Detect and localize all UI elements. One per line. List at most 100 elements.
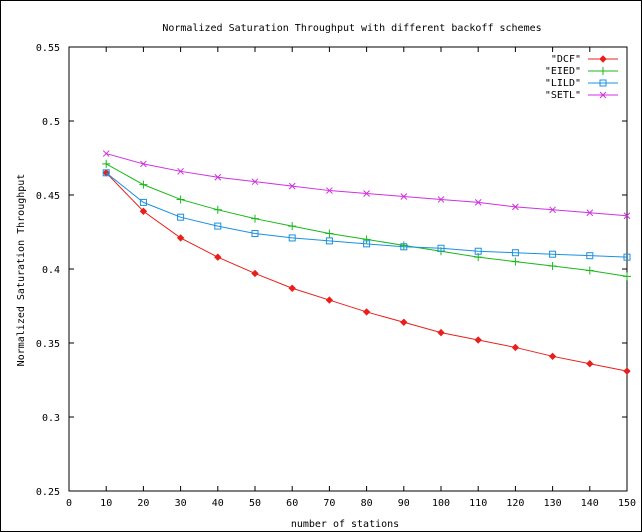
- y-tick-label: 0.45: [36, 191, 60, 202]
- data-point: [586, 252, 594, 260]
- legend-marker: [599, 91, 607, 99]
- series-0: [102, 169, 631, 375]
- series-2: [102, 169, 631, 261]
- data-point: [511, 249, 519, 257]
- data-point: [437, 196, 445, 203]
- data-point: [177, 167, 184, 175]
- y-tick-label: 0.25: [36, 487, 60, 498]
- data-point: [623, 367, 631, 375]
- chart-title: Normalized Saturation Throughput with di…: [162, 23, 541, 34]
- data-point: [548, 352, 557, 361]
- series-line: [105, 172, 628, 258]
- data-point: [362, 308, 371, 316]
- data-point: [214, 222, 222, 230]
- data-point: [214, 253, 222, 261]
- data-point: [585, 266, 594, 275]
- data-point: [177, 213, 185, 221]
- y-axis-label: Normalized Saturation Throughput: [16, 174, 27, 367]
- x-tick-label: 150: [618, 498, 636, 509]
- legend-marker: [599, 79, 607, 87]
- x-tick-label: 100: [432, 498, 450, 509]
- data-point: [325, 237, 333, 245]
- data-point: [363, 240, 371, 248]
- data-point: [512, 203, 519, 211]
- data-point: [511, 257, 520, 266]
- data-point: [176, 234, 185, 242]
- y-tick-label: 0.4: [42, 265, 60, 276]
- x-tick-label: 20: [137, 498, 149, 509]
- data-point: [102, 159, 111, 168]
- x-tick-label: 140: [581, 498, 599, 509]
- data-point: [214, 173, 222, 181]
- x-tick-label: 40: [212, 498, 224, 509]
- x-tick-label: 80: [361, 498, 373, 509]
- x-tick-label: 90: [398, 498, 410, 509]
- data-point: [623, 272, 631, 281]
- data-point: [548, 262, 557, 271]
- data-point: [623, 253, 631, 261]
- x-axis-label: number of stations: [291, 519, 399, 530]
- data-point: [176, 195, 185, 204]
- data-point: [400, 193, 408, 200]
- data-point: [325, 296, 334, 304]
- data-point: [325, 229, 334, 238]
- legend-label: "DCF": [551, 54, 581, 65]
- data-point: [102, 150, 110, 157]
- data-point: [251, 178, 259, 186]
- series-line: [105, 172, 628, 372]
- x-tick-label: 10: [100, 498, 112, 509]
- x-tick-label: 110: [469, 498, 487, 509]
- data-point: [474, 247, 482, 255]
- data-point: [623, 212, 631, 220]
- series-group: [102, 150, 631, 375]
- x-tick-label: 120: [506, 498, 524, 509]
- data-point: [326, 187, 333, 194]
- legend-marker: [599, 67, 607, 75]
- x-tick-label: 60: [286, 498, 298, 509]
- legend-marker: [599, 55, 607, 63]
- data-point: [102, 169, 110, 177]
- data-point: [586, 209, 594, 217]
- data-point: [363, 190, 370, 197]
- x-tick-label: 70: [323, 498, 335, 509]
- data-point: [288, 222, 297, 231]
- data-point: [437, 328, 445, 337]
- data-point: [474, 336, 482, 344]
- data-point: [251, 229, 259, 237]
- legend: "DCF""EIED""LILD""SETL": [545, 54, 618, 101]
- x-tick-label: 130: [544, 498, 562, 509]
- data-point: [251, 269, 259, 278]
- data-point: [437, 244, 445, 252]
- x-tick-label: 50: [249, 498, 261, 509]
- x-tick-label: 0: [66, 498, 72, 509]
- data-point: [586, 360, 594, 368]
- x-tick-label: 30: [175, 498, 187, 509]
- data-point: [213, 205, 222, 214]
- legend-label: "EIED": [545, 66, 581, 77]
- series-3: [102, 150, 631, 220]
- data-point: [474, 199, 482, 206]
- data-point: [288, 234, 296, 242]
- data-point: [549, 206, 556, 214]
- data-point: [288, 182, 296, 190]
- y-tick-label: 0.35: [36, 339, 60, 350]
- legend-label: "SETL": [545, 90, 581, 101]
- y-tick-label: 0.5: [42, 117, 60, 128]
- data-point: [251, 214, 259, 223]
- data-point: [511, 343, 520, 352]
- axes-group: 0 10 20 30 40 50 60 70 80 90 100 110 120 130 140 150 0.2…: [36, 43, 636, 509]
- data-point: [288, 284, 296, 292]
- data-point: [139, 180, 148, 189]
- data-point: [400, 243, 408, 251]
- series-line: [105, 163, 628, 277]
- data-point: [400, 318, 408, 326]
- series-line: [106, 153, 628, 217]
- data-point: [139, 198, 147, 206]
- plot-area-border: [68, 46, 628, 492]
- data-point: [549, 250, 557, 258]
- y-tick-label: 0.55: [36, 43, 60, 54]
- data-point: [139, 207, 148, 215]
- data-point: [362, 235, 371, 244]
- data-point: [140, 160, 147, 168]
